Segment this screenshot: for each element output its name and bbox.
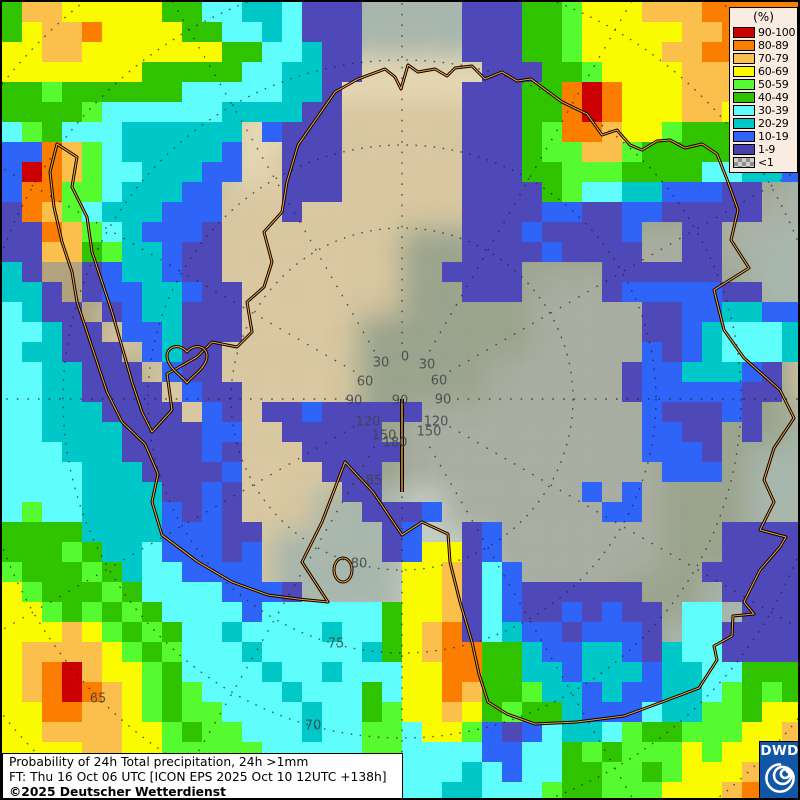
legend-bin: 10-19: [733, 130, 797, 143]
legend-swatch: [733, 92, 755, 103]
graticule-label: 30: [372, 355, 390, 371]
dwd-logo-text: DWD: [760, 743, 799, 759]
dwd-spiral-icon: [764, 763, 795, 793]
legend-bin-label: 60-69: [758, 65, 789, 78]
legend-title: (%): [753, 10, 774, 24]
legend-bin: 70-79: [733, 52, 797, 65]
legend-bin: 40-49: [733, 91, 797, 104]
legend-swatch: [733, 131, 755, 142]
legend-swatch: [733, 40, 755, 51]
caption-box: Probability of 24h Total precipitation, …: [2, 753, 403, 799]
graticule-label: 30: [418, 357, 436, 373]
legend-bin-label: 80-89: [758, 39, 789, 52]
caption-forecast-time: FT: Thu 16 Oct 06 UTC [ICON EPS 2025 Oct…: [9, 770, 387, 784]
graticule-label: 80: [350, 556, 368, 572]
graticule-label: 120: [355, 414, 381, 430]
legend-swatch: [733, 66, 755, 77]
legend-bin: 20-29: [733, 117, 797, 130]
legend-swatch: [733, 105, 755, 116]
legend-bin-label: 90-100: [758, 26, 796, 39]
graticule-label: 70: [304, 718, 322, 734]
graticule-label: 90: [391, 393, 409, 409]
legend-bin: 50-59: [733, 78, 797, 91]
graticule-label: 60: [356, 374, 374, 390]
graticule-label: 180: [382, 435, 408, 451]
legend-rows: 90-100 80-89 70-79 60-69 50-59 40-49 30-39 20-2…: [733, 26, 797, 169]
caption-product-title: Probability of 24h Total precipitation, …: [9, 755, 309, 769]
legend-bin: 80-89: [733, 39, 797, 52]
legend-bin: <1: [733, 156, 797, 169]
probability-legend: (%) 90-100 80-89 70-79 60-69 50-59 40-49 30-39…: [729, 7, 798, 173]
legend-swatch: [733, 118, 755, 129]
caption-copyright: ©2025 Deutscher Wetterdienst: [9, 785, 226, 799]
graticule-label: 150: [371, 428, 397, 444]
dwd-logo: DWD: [759, 741, 799, 798]
legend-bin: 60-69: [733, 65, 797, 78]
legend-bin-label: 30-39: [758, 104, 789, 117]
legend-bin-label: 20-29: [758, 117, 789, 130]
legend-bin-label: 10-19: [758, 130, 789, 143]
graticule-label: 65: [89, 691, 107, 707]
legend-bin-label: 50-59: [758, 78, 789, 91]
graticule-label: 85: [365, 473, 383, 489]
legend-swatch: [733, 79, 755, 90]
graticule-label: 90: [345, 393, 363, 409]
legend-bin-label: 70-79: [758, 52, 789, 65]
graticule-label: 60: [430, 373, 448, 389]
legend-bin: 90-100: [733, 26, 797, 39]
legend-bin-label: <1: [758, 156, 774, 169]
legend-swatch: [733, 144, 755, 155]
legend-bin-label: 1-9: [758, 143, 776, 156]
graticule-label: 150: [416, 424, 442, 440]
graticule-label: 0: [400, 349, 410, 365]
legend-swatch: [733, 157, 755, 168]
legend-swatch: [733, 53, 755, 64]
graticule-label: 75: [327, 636, 345, 652]
legend-bin: 30-39: [733, 104, 797, 117]
graticule-label: 90: [434, 392, 452, 408]
coastline: [48, 63, 796, 726]
legend-bin: 1-9: [733, 143, 797, 156]
legend-swatch: [733, 27, 755, 38]
graticule-label: 120: [423, 414, 449, 430]
legend-bin-label: 40-49: [758, 91, 789, 104]
